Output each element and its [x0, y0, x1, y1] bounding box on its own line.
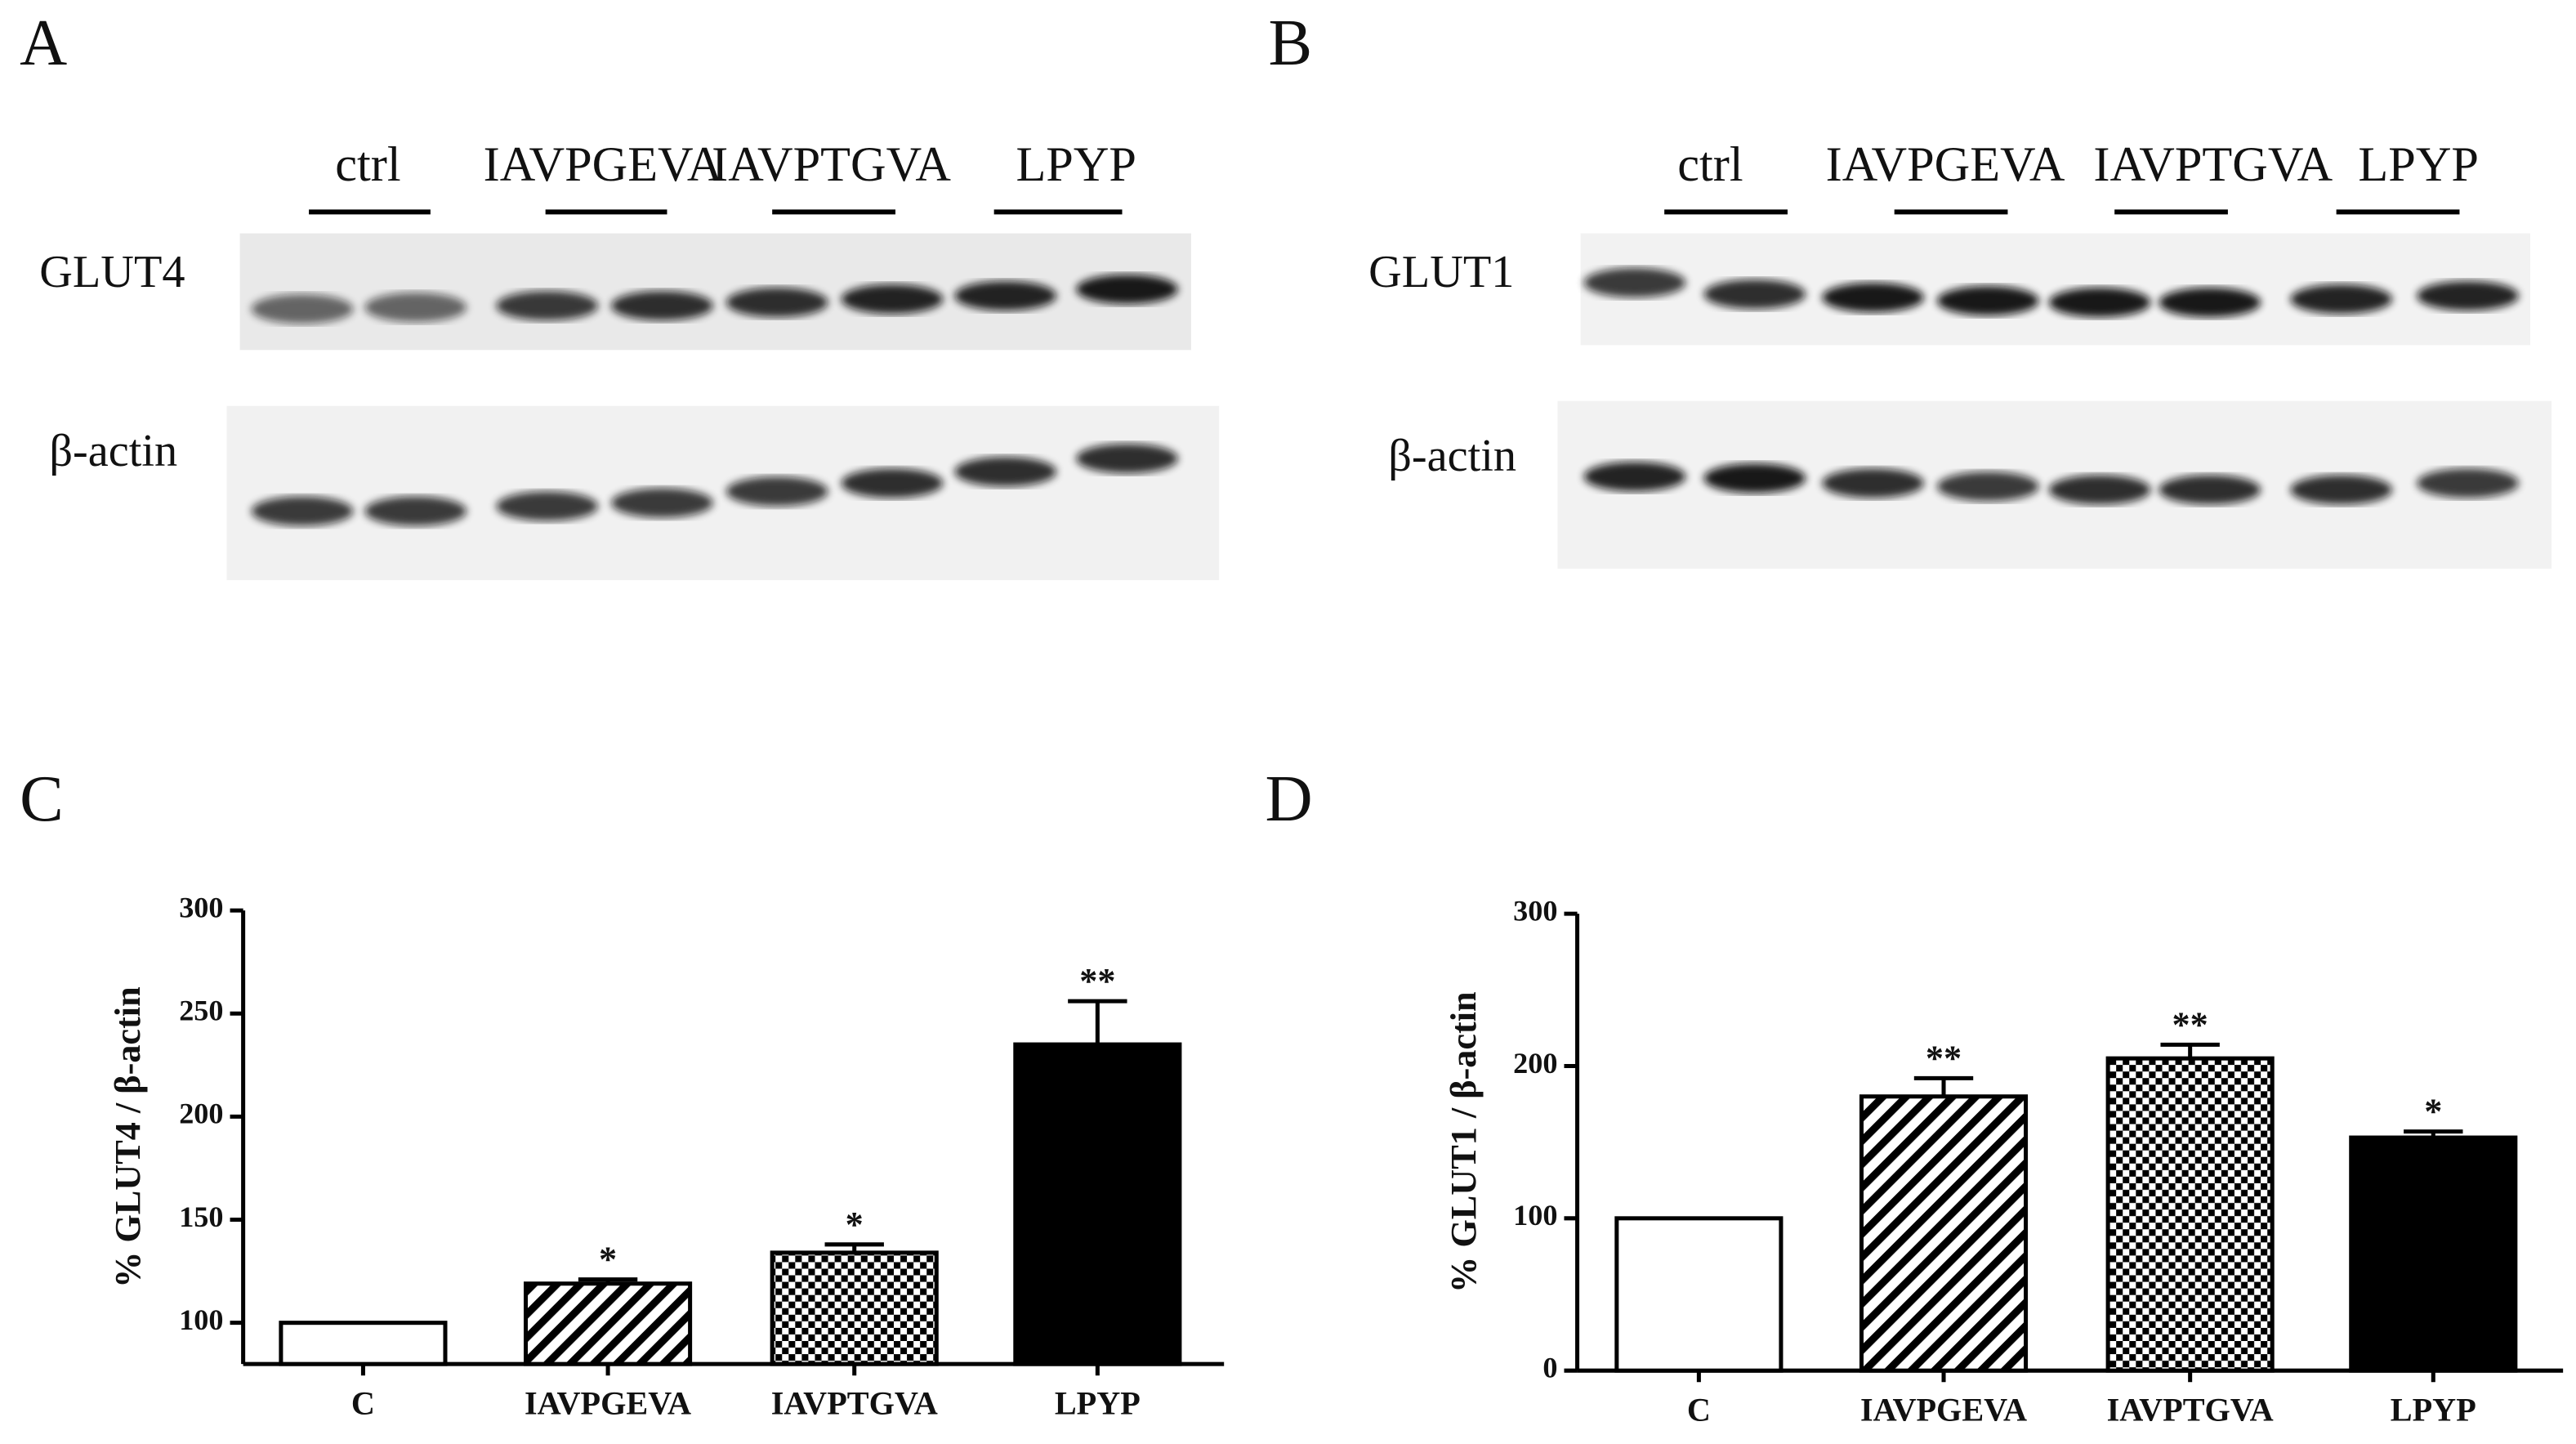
bar	[279, 1321, 448, 1366]
blot-band	[1703, 463, 1806, 494]
blot-band	[841, 468, 944, 498]
panel-letter: D	[1265, 762, 1312, 835]
significance-label: *	[2424, 1092, 2442, 1132]
blot-band	[954, 280, 1057, 311]
blot-band	[2159, 287, 2261, 318]
y-axis-label: % GLUT4 / β-actin	[108, 986, 148, 1288]
lane-label: IAVPGEVA	[484, 137, 723, 192]
blot-band	[496, 491, 599, 521]
x-tick-label: C	[1687, 1392, 1711, 1428]
y-tick-label: 150	[179, 1200, 223, 1233]
y-tick-label: 100	[1513, 1199, 1557, 1232]
significance-label: **	[2172, 1004, 2208, 1044]
lane-label: ctrl	[335, 137, 400, 192]
significance-label: **	[1926, 1038, 1962, 1078]
y-axis-label: % GLUT1 / β-actin	[1444, 991, 1484, 1293]
y-tick-label: 100	[179, 1303, 223, 1336]
x-tick-label: IAVPTGVA	[771, 1385, 938, 1422]
y-tick-label: 200	[1513, 1047, 1557, 1080]
row-label: GLUT1	[1368, 247, 1514, 297]
blot-band	[1076, 274, 1178, 305]
bar	[770, 1250, 939, 1366]
row-label: β-actin	[49, 426, 177, 476]
lane-label: IAVPGEVA	[1826, 137, 2065, 192]
blot-band	[364, 496, 467, 526]
x-tick-label: IAVPGEVA	[1860, 1392, 2027, 1428]
y-tick-label: 300	[179, 891, 223, 923]
bar	[1859, 1094, 2029, 1373]
blot-band	[251, 293, 354, 324]
x-tick-label: LPYP	[1055, 1385, 1141, 1422]
row-label: GLUT4	[39, 247, 185, 297]
panel-letter: A	[20, 7, 67, 79]
lane-label: LPYP	[1016, 137, 1136, 192]
blot-band	[1936, 285, 2039, 316]
significance-label: *	[846, 1205, 864, 1245]
y-tick-label: 300	[1513, 894, 1557, 927]
blot-band	[1583, 462, 1686, 492]
blot-band	[2417, 468, 2519, 498]
blot-band	[725, 287, 828, 318]
blot-band	[1076, 443, 1178, 474]
blot-band	[2048, 287, 2151, 318]
blot-band	[841, 284, 944, 315]
x-tick-label: C	[351, 1385, 375, 1422]
blot-band	[1703, 279, 1806, 310]
y-tick-label: 200	[179, 1098, 223, 1130]
lane-label: IAVPTGVA	[2093, 137, 2333, 192]
row-label: β-actin	[1388, 431, 1516, 481]
panel-letter: C	[20, 762, 64, 835]
blot-band	[1936, 472, 2039, 502]
blot-band	[1822, 282, 1924, 313]
panel-letter: B	[1268, 7, 1312, 79]
lane-label: LPYP	[2358, 137, 2479, 192]
bar	[1614, 1216, 1784, 1373]
x-tick-label: IAVPTGVA	[2107, 1392, 2274, 1428]
x-tick-label: LPYP	[2391, 1392, 2476, 1428]
blot-band	[1822, 468, 1924, 498]
blot-band	[251, 496, 354, 526]
blot-band	[954, 457, 1057, 487]
blot-band	[725, 476, 828, 507]
blot-band	[1583, 267, 1686, 297]
bar	[2349, 1135, 2518, 1373]
blot-band	[611, 488, 713, 518]
blot-membrane	[226, 405, 1220, 580]
blot-band	[2048, 475, 2151, 505]
y-tick-label: 0	[1542, 1351, 1557, 1384]
lane-label: IAVPTGVA	[712, 137, 951, 192]
blot-band	[2290, 284, 2393, 315]
blot-band	[496, 290, 599, 321]
blot-band	[2417, 280, 2519, 311]
significance-label: *	[599, 1240, 617, 1280]
bar	[2105, 1056, 2275, 1373]
y-tick-label: 250	[179, 995, 223, 1027]
blot-band	[2290, 475, 2393, 505]
blot-band	[364, 292, 467, 323]
lane-label: ctrl	[1677, 137, 1743, 192]
bar	[524, 1281, 693, 1366]
blot-band	[611, 290, 713, 321]
x-tick-label: IAVPGEVA	[525, 1385, 691, 1422]
significance-label: **	[1079, 961, 1115, 1001]
blot-band	[2159, 475, 2261, 505]
bar	[1013, 1042, 1182, 1366]
